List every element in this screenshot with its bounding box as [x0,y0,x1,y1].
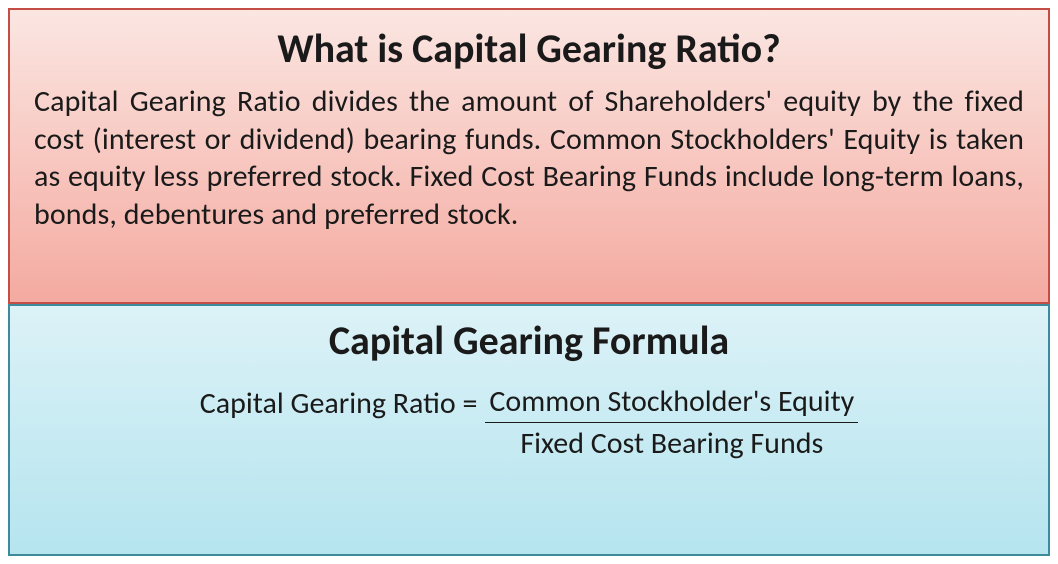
formula-numerator: Common Stockholder's Equity [485,383,858,423]
formula-lhs: Capital Gearing Ratio = [200,383,478,422]
infographic-container: What is Capital Gearing Ratio? Capital G… [8,8,1050,556]
formula-panel: Capital Gearing Formula Capital Gearing … [8,304,1050,556]
definition-title: What is Capital Gearing Ratio? [34,24,1024,73]
formula-fraction: Common Stockholder's Equity Fixed Cost B… [485,383,858,462]
formula-title: Capital Gearing Formula [34,316,1024,365]
definition-body: Capital Gearing Ratio divides the amount… [34,83,1024,233]
formula-expression: Capital Gearing Ratio = Common Stockhold… [34,383,1024,462]
formula-denominator: Fixed Cost Bearing Funds [520,423,823,462]
definition-panel: What is Capital Gearing Ratio? Capital G… [8,8,1050,304]
